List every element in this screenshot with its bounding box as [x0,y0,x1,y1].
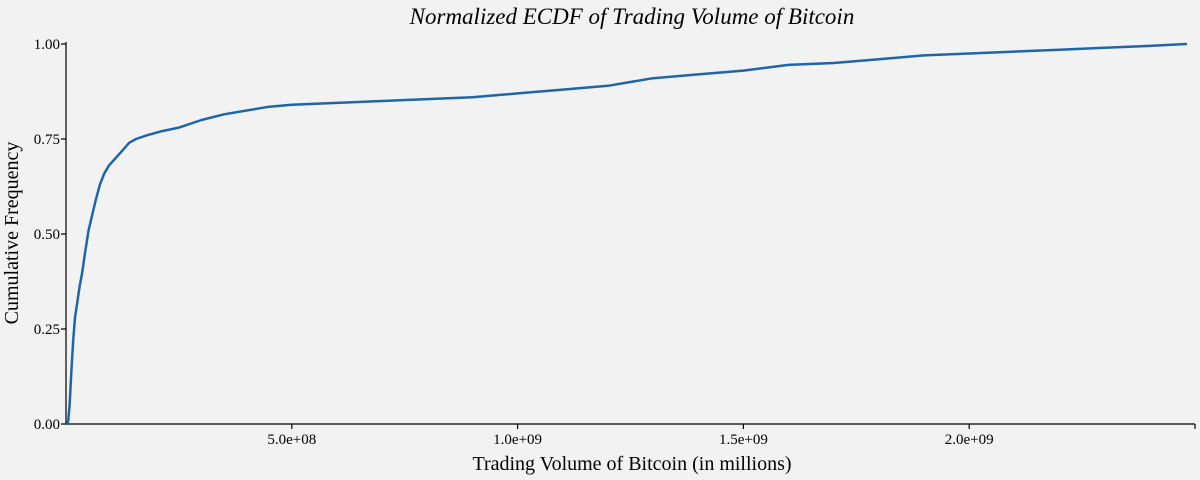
y-tick-label: 0.00 [34,417,60,433]
x-axis-label: Trading Volume of Bitcoin (in millions) [472,453,791,475]
series-group [66,42,1188,426]
x-tick-label: 5.0e+08 [267,432,316,448]
y-tick-label: 0.25 [34,322,60,338]
y-axis-label: Cumulative Frequency [1,142,23,325]
y-tick-label: 0.75 [34,132,60,148]
chart-title: Normalized ECDF of Trading Volume of Bit… [409,4,855,29]
y-tick-label: 0.50 [34,227,60,243]
axis-ticks: 0.00 0.25 0.50 0.75 1.00 5.0e+08 1.0e+09 1.5e+0… [34,37,1196,448]
y-tick-label: 1.00 [34,37,60,53]
x-tick-label: 1.5e+09 [719,432,768,448]
ecdf-series-line [66,42,1188,426]
x-tick-label: 2.0e+09 [945,432,994,448]
x-tick-label: 1.0e+09 [493,432,542,448]
